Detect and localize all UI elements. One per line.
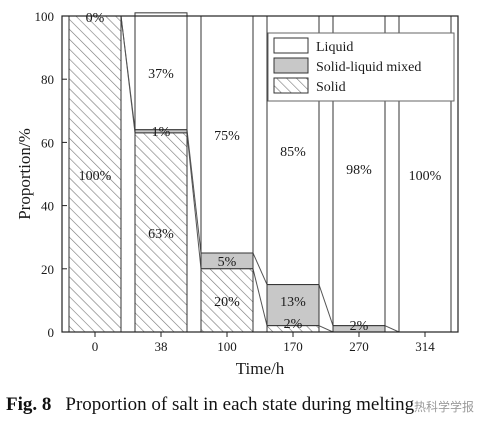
connector-line-mixed (120, 15, 136, 130)
data-label-solid: 63% (148, 227, 174, 242)
data-label-solid: 100% (79, 169, 112, 184)
legend-swatch (273, 57, 309, 74)
x-tick-label: 38 (155, 339, 168, 354)
y-tick-label: 20 (41, 262, 54, 277)
data-label-liquid: 98% (346, 163, 372, 178)
connector-line-mixed (186, 129, 202, 254)
y-tick-label: 40 (41, 199, 54, 214)
y-tick-label: 80 (41, 72, 54, 87)
y-axis-label: Proportion/% (15, 128, 34, 220)
legend-label: Solid-liquid mixed (316, 60, 421, 75)
legend-swatch (273, 37, 309, 54)
figure-number: Fig. 8 (6, 394, 52, 415)
x-tick-label: 170 (283, 339, 303, 354)
y-tick-label: 0 (48, 325, 55, 340)
bar-solid (200, 268, 254, 333)
figure-caption: Fig. 8 Proportion of salt in each state d… (6, 394, 476, 416)
x-tick-label: 0 (92, 339, 99, 354)
connector-line-solid (252, 268, 268, 326)
data-label-liquid: 37% (148, 67, 174, 82)
data-label-mixed: 13% (280, 295, 306, 310)
connector-line-mixed (318, 284, 334, 326)
data-label-liquid: 85% (280, 145, 306, 160)
figure-caption-text: Proportion of salt in each state during … (65, 394, 415, 415)
data-label-liquid: 0% (86, 11, 105, 26)
bar-liquid (134, 12, 188, 131)
connector-line-solid (318, 325, 334, 333)
y-tick-label: 100 (35, 9, 55, 24)
legend-label: Solid (316, 80, 346, 95)
plot-frame (61, 15, 459, 333)
data-label-liquid: 100% (409, 169, 442, 184)
bar-liquid (200, 15, 254, 254)
data-label-solid: 20% (214, 295, 240, 310)
legend-swatch (273, 77, 309, 94)
connector-line-solid (186, 132, 202, 269)
watermark-logo: 热科学学报 (413, 400, 474, 414)
x-axis-label: Time/h (236, 359, 285, 378)
bar-solid (134, 132, 188, 333)
data-label-liquid: 75% (214, 129, 240, 144)
y-tick-label: 60 (41, 135, 54, 150)
connector-line-mixed (384, 325, 400, 333)
legend-label: Liquid (316, 40, 353, 55)
x-tick-label: 314 (415, 339, 435, 354)
bar-solid (68, 15, 122, 333)
x-tick-label: 270 (349, 339, 369, 354)
data-label-mixed: 2% (350, 319, 369, 334)
connector-line-mixed (252, 252, 268, 285)
data-label-mixed: 1% (152, 125, 171, 140)
data-label-mixed: 5% (218, 255, 237, 270)
data-label-solid: 2% (284, 317, 303, 332)
bar-solid-liquid-mixed (266, 284, 320, 327)
x-tick-label: 100 (217, 339, 237, 354)
